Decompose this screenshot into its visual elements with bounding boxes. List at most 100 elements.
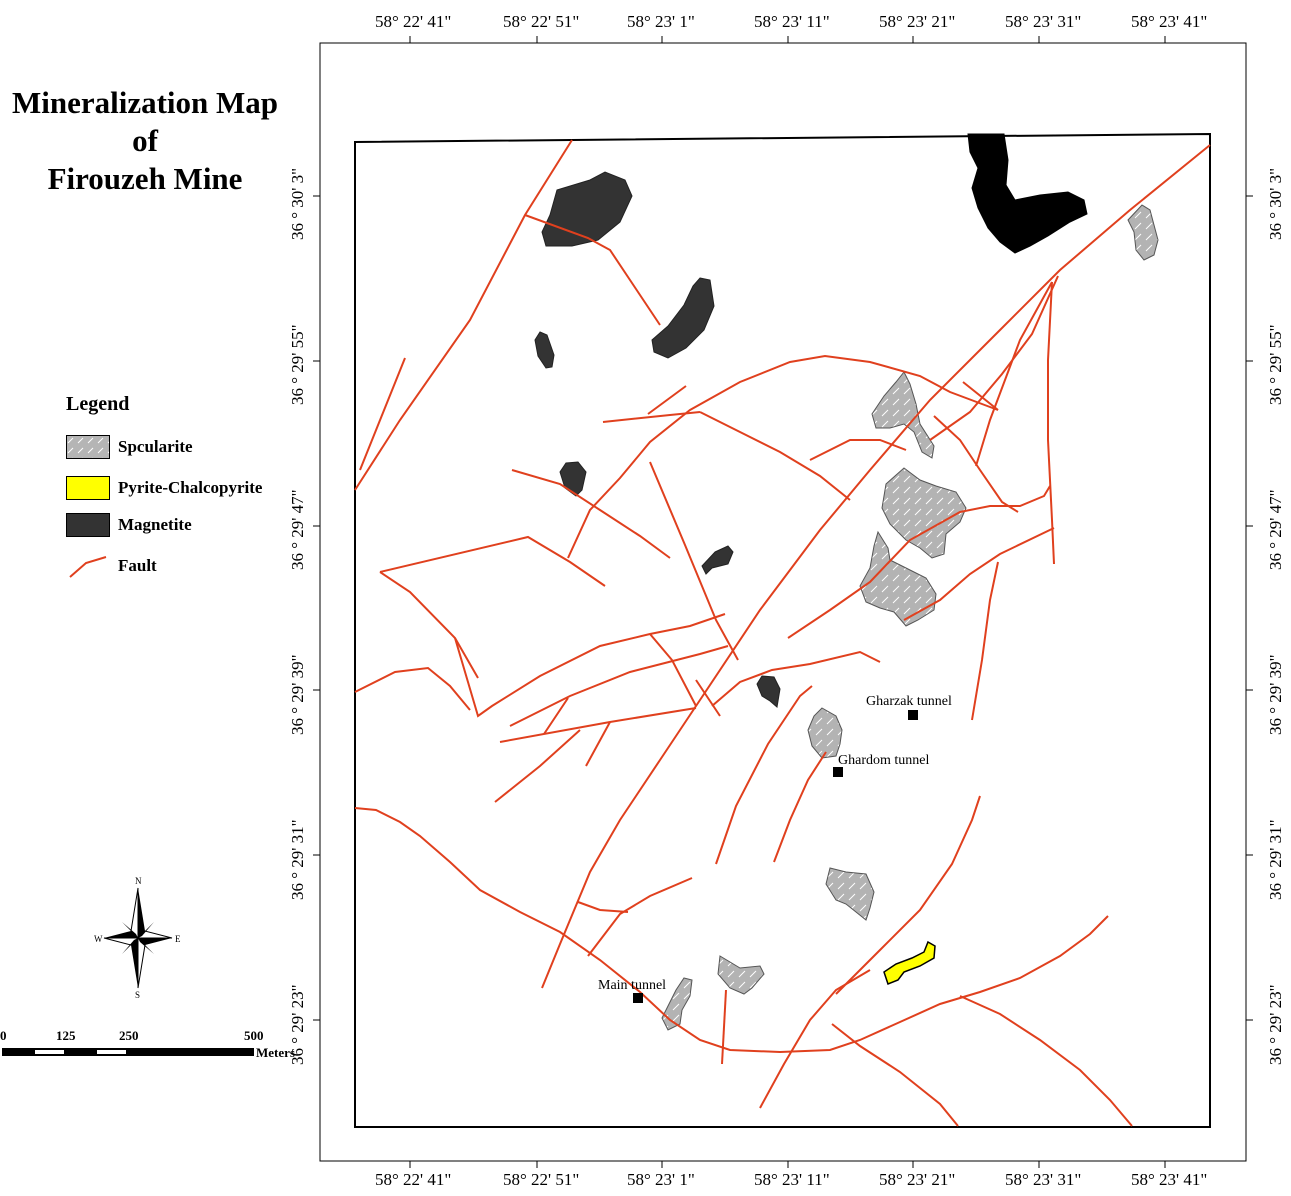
magnetite-body-4 <box>559 461 587 497</box>
main-tunnel-marker <box>633 993 643 1003</box>
graticule-frame <box>319 42 1247 1162</box>
legend-label-magnetite: Magnetite <box>118 515 192 534</box>
fault-19 <box>494 729 581 803</box>
scale-tick-125: 125 <box>56 1028 76 1043</box>
gharzak-tunnel-marker <box>908 710 918 720</box>
fault-21 <box>649 633 697 707</box>
legend-title: Legend <box>66 393 130 415</box>
lon-top-6: 58° 23' 31" <box>1005 12 1082 31</box>
fault-5 <box>602 411 701 423</box>
fault-24 <box>541 144 1211 989</box>
lon-bottom-6: 58° 23' 31" <box>1005 1170 1082 1189</box>
specularite-body-2 <box>871 371 935 459</box>
fault-11 <box>809 439 907 461</box>
lon-bottom-7: 58° 23' 41" <box>1131 1170 1208 1189</box>
scale-bar: 0 125 250 500 Meters <box>0 1028 295 1060</box>
fault-36 <box>354 807 1109 1054</box>
lon-bottom-3: 58° 23' 1" <box>627 1170 695 1189</box>
magnetite-body-7 <box>967 133 1088 254</box>
gharzak-tunnel-label: Gharzak tunnel <box>866 694 952 709</box>
fault-14 <box>454 637 479 679</box>
faults <box>354 139 1211 1127</box>
fault-12 <box>379 535 606 587</box>
fault-10 <box>699 411 851 501</box>
fault-33 <box>975 281 1053 467</box>
fault-16 <box>509 645 729 727</box>
fault-39 <box>759 969 871 1109</box>
pyrite-chalcopyrite-body <box>883 940 936 985</box>
specularite-body-5 <box>807 707 843 759</box>
ghardom-tunnel-marker <box>833 767 843 777</box>
legend-item-specularite: Spcularite <box>66 434 193 460</box>
map-title: Mineralization Map of Firouzeh Mine <box>0 84 290 198</box>
map-title-line1: Mineralization Map of <box>11 85 279 158</box>
specularite-body-1 <box>1127 204 1159 261</box>
lon-top-3: 58° 23' 1" <box>627 12 695 31</box>
compass-north-label: N <box>135 876 142 886</box>
main-tunnel-label: Main tunnel <box>598 978 666 993</box>
fault-2 <box>359 357 406 471</box>
map-title-line2: Firouzeh Mine <box>47 161 243 196</box>
fault-34 <box>903 527 1055 621</box>
fault-swatch <box>69 556 107 578</box>
fault-30 <box>929 275 1059 441</box>
lon-top-1: 58° 22' 41" <box>375 12 452 31</box>
legend-label-specularite: Spcularite <box>118 437 193 456</box>
fault-13 <box>379 571 726 718</box>
fault-37 <box>831 1023 959 1127</box>
lon-top-7: 58° 23' 41" <box>1131 12 1208 31</box>
fault-20 <box>585 721 611 767</box>
specularite-body-8 <box>661 977 693 1031</box>
north-arrow: N S E W <box>94 876 181 1000</box>
legend-label-fault: Fault <box>118 556 157 575</box>
magnetite-body-6 <box>756 675 781 708</box>
fault-18 <box>543 697 569 735</box>
magnetite-body-5 <box>701 545 734 575</box>
specularite-body-7 <box>717 955 765 995</box>
fault-17 <box>499 707 697 743</box>
compass-south-label: S <box>135 990 140 1000</box>
fault-27 <box>715 685 813 865</box>
magnetite-body-1 <box>541 171 633 247</box>
fault-32 <box>1047 281 1055 565</box>
specularite-body-6 <box>825 867 875 921</box>
specularite-bodies <box>661 204 1159 1031</box>
fault-4 <box>647 385 687 415</box>
graticule-ticks <box>313 36 1253 1168</box>
fault-29 <box>787 485 1051 639</box>
compass-west-label: W <box>94 934 103 944</box>
ghardom-tunnel-label: Ghardom tunnel <box>838 753 929 768</box>
fault-41 <box>721 989 727 1065</box>
magnetite-body-2 <box>651 277 715 359</box>
fault-1 <box>354 139 573 491</box>
legend-item-fault: Fault <box>66 553 157 579</box>
fault-8 <box>511 469 671 559</box>
scale-tick-250: 250 <box>119 1028 139 1043</box>
fault-28 <box>773 751 827 863</box>
scale-unit: Meters <box>256 1045 295 1060</box>
fault-38 <box>959 995 1133 1127</box>
fault-25 <box>587 877 693 957</box>
fault-31 <box>933 415 1019 513</box>
magnetite-swatch <box>66 513 110 537</box>
fault-26 <box>577 901 629 913</box>
lon-top-5: 58° 23' 21" <box>879 12 956 31</box>
specularite-body-4 <box>859 530 937 627</box>
magnetite-body-3 <box>534 331 555 369</box>
fault-9 <box>649 461 739 661</box>
fault-40 <box>835 795 981 995</box>
map-boundary <box>354 132 1211 1128</box>
fault-15 <box>354 666 471 711</box>
fault-6 <box>567 354 999 559</box>
legend-label-pyrite: Pyrite-Chalcopyrite <box>118 478 263 497</box>
specularite-body-3 <box>881 467 967 559</box>
lon-bottom-4: 58° 23' 11" <box>754 1170 830 1189</box>
lon-bottom-5: 58° 23' 21" <box>879 1170 956 1189</box>
lon-bottom-2: 58° 22' 51" <box>503 1170 580 1189</box>
fault-3 <box>524 214 661 326</box>
specularite-swatch <box>66 435 110 459</box>
lon-top-2: 58° 22' 51" <box>503 12 580 31</box>
scale-tick-0: 0 <box>0 1028 7 1043</box>
fault-35 <box>971 561 999 721</box>
